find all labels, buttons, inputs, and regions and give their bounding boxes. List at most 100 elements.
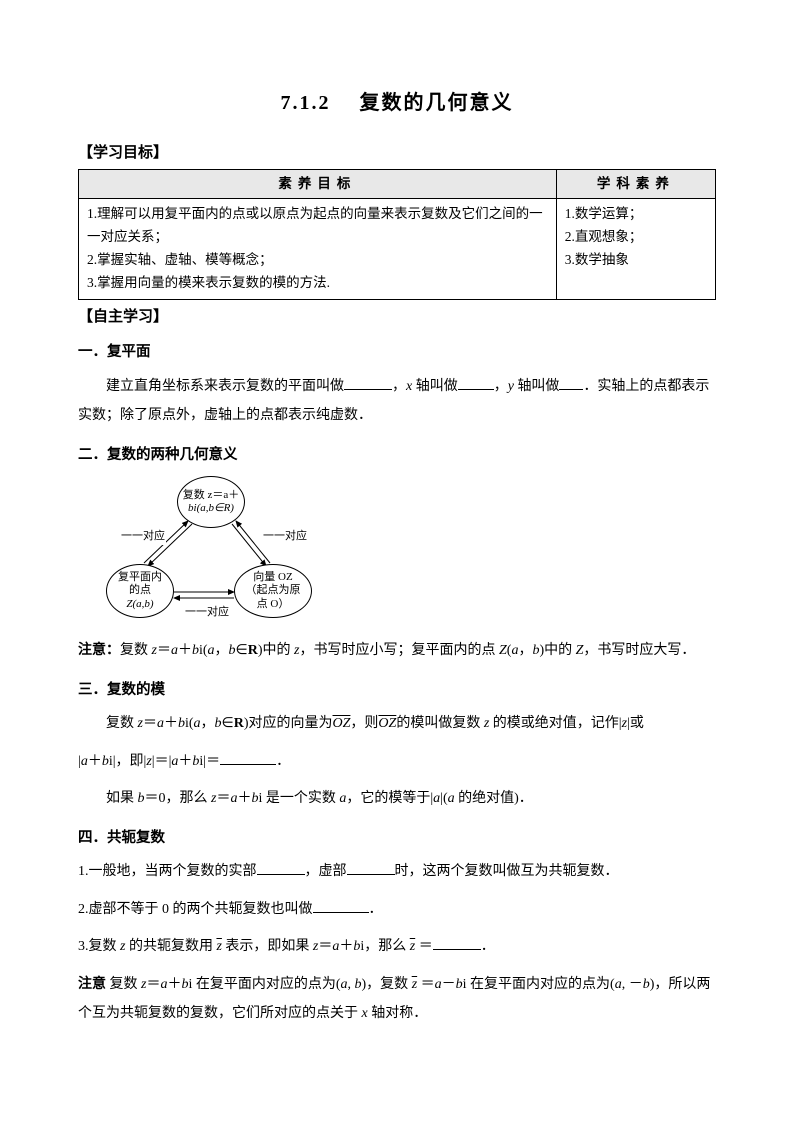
var-b: b bbox=[178, 716, 185, 731]
vec-oz: OZ bbox=[378, 716, 396, 731]
goals-th-left: 素养目标 bbox=[79, 169, 557, 198]
t: 表示，即如果 bbox=[222, 939, 313, 954]
note-label: 注意： bbox=[78, 643, 120, 658]
t: )中的 bbox=[258, 643, 294, 658]
var-b: b bbox=[229, 643, 236, 658]
node-text-math: bi(a,b∈R) bbox=[188, 502, 234, 514]
paragraph-modulus-1: 复数 z＝a＋bi(a，b∈R)对应的向量为OZ，则OZ的模叫做复数 z 的模或… bbox=[78, 709, 716, 738]
blank bbox=[220, 751, 276, 765]
t: ． bbox=[369, 902, 383, 917]
node-text: 点 O） bbox=[257, 598, 290, 612]
var-a: a bbox=[448, 791, 455, 806]
heading-3: 三．复数的模 bbox=[78, 680, 716, 702]
edge-label: 一一对应 bbox=[184, 604, 230, 621]
t: ＋ bbox=[178, 643, 192, 658]
var-b: b bbox=[456, 977, 463, 992]
t: 复数 bbox=[120, 643, 152, 658]
node-text: 的点 bbox=[129, 584, 151, 598]
t: ＋ bbox=[339, 939, 353, 954]
paragraph-modulus-2: |a＋bi|，即|z|＝|a＋bi|＝． bbox=[78, 747, 716, 776]
t: 向量 OZ bbox=[253, 571, 292, 583]
t: |( bbox=[440, 791, 447, 806]
paragraph-complane: 建立直角坐标系来表示复数的平面叫做，x 轴叫做，y 轴叫做．实轴上的点都表示实数… bbox=[78, 372, 716, 431]
heading-4: 四．共轭复数 bbox=[78, 828, 716, 850]
text: ， bbox=[392, 379, 406, 394]
var-b: b bbox=[192, 643, 199, 658]
t: i 在复平面内对应的点为( bbox=[463, 977, 615, 992]
t: ，虚部 bbox=[305, 864, 347, 879]
goals-heading: 【学习目标】 bbox=[78, 142, 716, 165]
var-a: a bbox=[435, 977, 442, 992]
goals-table: 素养目标 学科素养 1.理解可以用复平面内的点或以原点为起点的向量来表示复数及它… bbox=[78, 169, 716, 300]
t: i( bbox=[185, 716, 194, 731]
t: |＝| bbox=[152, 754, 172, 769]
t: 3.复数 bbox=[78, 939, 120, 954]
t: － bbox=[442, 977, 456, 992]
diagram-node-point: 复平面内 的点 Z(a,b) bbox=[106, 564, 174, 618]
var-a: a bbox=[194, 716, 201, 731]
diagram-node-complex: 复数 z＝a＋ bi(a,b∈R) bbox=[177, 476, 245, 528]
t: ， bbox=[201, 716, 215, 731]
blank bbox=[458, 376, 494, 390]
blank bbox=[559, 376, 583, 390]
node-text: （起点为原 bbox=[246, 584, 301, 598]
t: ＝ bbox=[415, 939, 433, 954]
var-b: b bbox=[138, 791, 145, 806]
t: ＝ bbox=[143, 716, 157, 731]
goals-th-right: 学科素养 bbox=[556, 169, 715, 198]
blank bbox=[344, 376, 392, 390]
t: ． bbox=[481, 939, 495, 954]
var-b: b bbox=[215, 716, 222, 731]
node-text: 向量 OZ bbox=[253, 571, 292, 585]
t: 复数 bbox=[106, 716, 138, 731]
t: ＝ bbox=[157, 643, 171, 658]
t: , － bbox=[622, 977, 643, 992]
var-a: a bbox=[341, 977, 348, 992]
t: ∈ bbox=[222, 716, 234, 731]
t: i 是一个实数 bbox=[258, 791, 339, 806]
t: 的绝对值)． bbox=[455, 791, 533, 806]
t: 复数 bbox=[110, 977, 142, 992]
conjugate-1: 1.一般地，当两个复数的实部，虚部时，这两个复数叫做互为共轭复数． bbox=[78, 857, 716, 886]
vec-oz: OZ bbox=[333, 716, 351, 731]
t: ＋ bbox=[88, 754, 102, 769]
t: ∈ bbox=[236, 643, 248, 658]
t: ＋ bbox=[237, 791, 251, 806]
t: ＋ bbox=[164, 716, 178, 731]
note-label: 注意 bbox=[78, 977, 110, 992]
node-text: Z(a,b) bbox=[126, 598, 153, 612]
goals-right-cell: 1.数学运算； 2.直观想象； 3.数学抽象 bbox=[556, 198, 715, 299]
t: ＝ bbox=[318, 939, 332, 954]
node-text: bi(a,b∈R) bbox=[188, 502, 234, 516]
text: 轴叫做 bbox=[412, 379, 458, 394]
heading-2: 二．复数的两种几何意义 bbox=[78, 445, 716, 467]
note-1: 注意：复数 z＝a＋bi(a，b∈R)中的 z，书写时应小写；复平面内的点 Z(… bbox=[78, 636, 716, 665]
t: )中的 bbox=[539, 643, 575, 658]
var-a: a bbox=[615, 977, 622, 992]
page-title: 7.1.2 复数的几何意义 bbox=[78, 88, 716, 118]
t: 时，这两个复数叫做互为共轭复数． bbox=[395, 864, 619, 879]
t: )对应的向量为 bbox=[244, 716, 333, 731]
blank bbox=[347, 861, 395, 875]
conjugate-2: 2.虚部不等于 0 的两个共轭复数也叫做 ． bbox=[78, 895, 716, 924]
var-Z: Z bbox=[499, 643, 507, 658]
t: ，书写时应小写；复平面内的点 bbox=[299, 643, 499, 658]
note-2: 注意 复数 z＝a＋bi 在复平面内对应的点为(a, b)，复数 z ＝a－bi… bbox=[78, 970, 716, 1029]
blank bbox=[433, 936, 481, 950]
var-a: a bbox=[81, 754, 88, 769]
var-b: b bbox=[102, 754, 109, 769]
var-a: a bbox=[208, 643, 215, 658]
t: i，那么 bbox=[360, 939, 409, 954]
t: ． bbox=[276, 754, 290, 769]
t: ，它的模等于| bbox=[346, 791, 433, 806]
t: ，书写时应大写． bbox=[583, 643, 695, 658]
t: 轴对称． bbox=[368, 1006, 428, 1021]
t: ＝ bbox=[216, 791, 230, 806]
node-text: 复数 z＝a＋ bbox=[183, 489, 240, 503]
t: ， bbox=[215, 643, 229, 658]
t: 的共轭复数用 bbox=[125, 939, 216, 954]
t: ， bbox=[518, 643, 532, 658]
t: |或 bbox=[627, 716, 644, 731]
t: 2.虚部不等于 0 的两个共轭复数也叫做 bbox=[78, 902, 313, 917]
self-study-heading: 【自主学习】 bbox=[78, 306, 716, 329]
